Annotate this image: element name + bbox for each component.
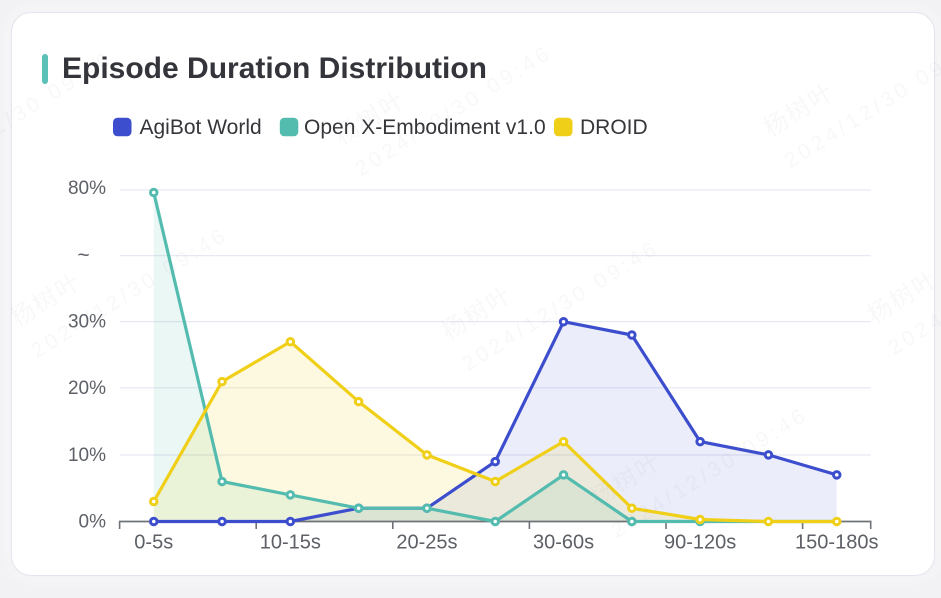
svg-text:0%: 0% [79, 512, 107, 533]
svg-text:150-180s: 150-180s [795, 531, 878, 553]
svg-text:Open X-Embodiment v1.0: Open X-Embodiment v1.0 [304, 116, 546, 139]
svg-text:10-15s: 10-15s [260, 531, 321, 553]
svg-text:30-60s: 30-60s [533, 531, 594, 553]
svg-text:30%: 30% [68, 312, 106, 333]
svg-text:90-120s: 90-120s [664, 531, 736, 553]
svg-text:Episode Duration Distribution: Episode Duration Distribution [62, 52, 487, 85]
svg-text:0-5s: 0-5s [134, 531, 173, 553]
svg-text:~: ~ [77, 244, 89, 267]
svg-text:20%: 20% [68, 378, 106, 399]
svg-text:20-25s: 20-25s [396, 531, 457, 553]
svg-text:AgiBot World: AgiBot World [140, 116, 262, 139]
svg-text:DROID: DROID [580, 116, 648, 139]
svg-text:80%: 80% [68, 178, 106, 199]
svg-text:10%: 10% [68, 445, 106, 466]
